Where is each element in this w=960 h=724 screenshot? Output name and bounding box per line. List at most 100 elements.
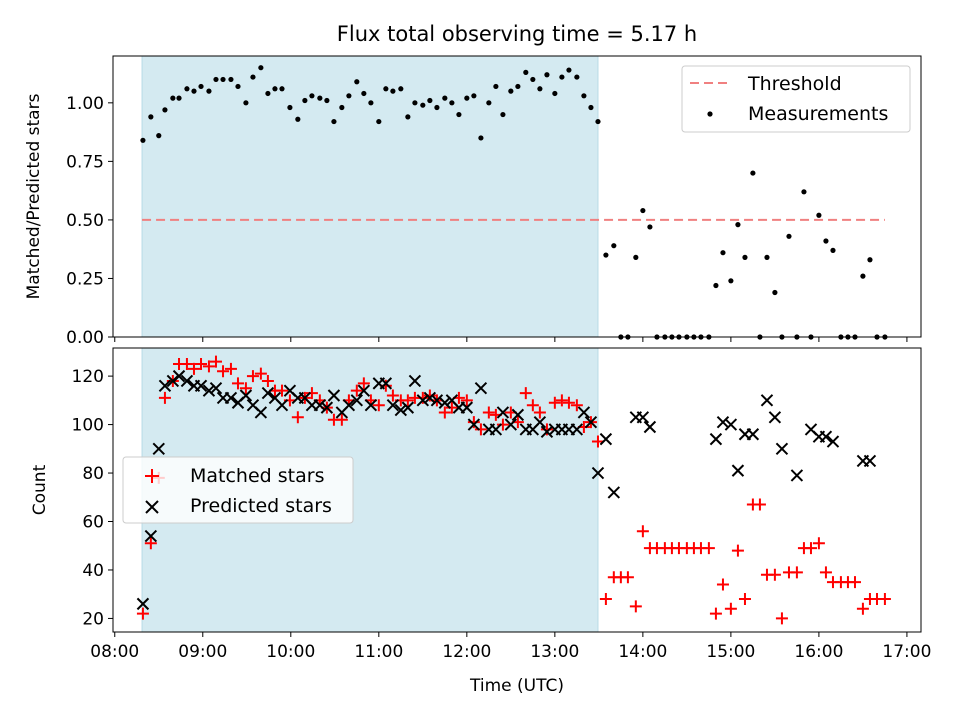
measurement-point (243, 100, 249, 106)
matched-star-point (438, 406, 451, 419)
matched-star-point (423, 389, 436, 402)
measurement-point (611, 243, 617, 249)
measurement-point (860, 273, 866, 279)
measurement-point (279, 86, 285, 92)
predicted-star-point (364, 398, 378, 412)
measurement-point (250, 74, 256, 80)
matched-star-point (372, 399, 385, 412)
matched-star-point (804, 542, 817, 555)
legend-predicted-swatch (145, 500, 159, 514)
measurement-point (383, 86, 389, 92)
matched-star-point (738, 593, 751, 606)
legend-predicted-label: Predicted stars (190, 495, 332, 517)
matched-star-point (819, 566, 832, 579)
matched-star-point (209, 355, 222, 368)
predicted-star-point (144, 529, 158, 543)
predicted-star-point (180, 374, 194, 388)
measurement-point (449, 100, 455, 106)
x-tick-label: 12:00 (442, 642, 491, 662)
ratio-legend: Threshold Measurements (681, 65, 911, 133)
ratio-y-axis-label: Matched/Predicted stars (24, 93, 44, 299)
measurement-point (633, 254, 639, 260)
measurement-point (442, 95, 448, 101)
measurement-point (456, 111, 462, 118)
predicted-star-point (136, 597, 150, 611)
predicted-star-point (716, 415, 730, 429)
predicted-star-point (423, 391, 437, 405)
predicted-star-point (533, 415, 547, 429)
x-tick-label: 16:00 (794, 642, 843, 662)
measurement-point (170, 95, 176, 101)
matched-star-point (335, 413, 348, 426)
predicted-star-point (577, 406, 591, 419)
matched-star-point (202, 360, 215, 373)
predicted-star-point (394, 403, 408, 417)
legend-measurements-label: Measurements (748, 103, 888, 125)
predicted-star-point (379, 377, 393, 390)
legend-matched-swatch (145, 469, 159, 483)
legend-box (681, 65, 911, 133)
predicted-star-point (158, 379, 172, 393)
predicted-star-point (643, 420, 657, 434)
predicted-star-point (460, 401, 474, 414)
measurement-point (559, 74, 565, 80)
measurement-point (515, 83, 521, 90)
matched-star-point (239, 382, 252, 395)
matched-star-point (445, 401, 458, 414)
measurement-point (640, 207, 646, 214)
matched-star-point (562, 396, 575, 409)
matched-star-point (460, 394, 473, 407)
predicted-star-point (224, 391, 238, 405)
measurement-point (140, 137, 146, 143)
measurement-point (764, 254, 770, 260)
measurement-point (786, 233, 792, 239)
predicted-star-point (636, 411, 650, 424)
x-tick-label: 17:00 (882, 642, 931, 662)
measurement-point (493, 83, 499, 90)
y-tick-label: 80 (82, 464, 104, 484)
matched-star-point (416, 391, 429, 404)
predicted-star-point (327, 389, 341, 402)
measurement-point (772, 289, 778, 296)
measurement-point (176, 95, 182, 101)
predicted-star-point (826, 435, 840, 448)
measurement-point (713, 282, 719, 289)
measurement-point (867, 257, 873, 263)
measurement-point (588, 104, 594, 111)
measurement-point (302, 97, 308, 104)
predicted-star-point (496, 406, 510, 419)
matched-star-point (555, 394, 568, 407)
predicted-star-point (584, 415, 598, 429)
ratio-panel-frame (112, 55, 922, 338)
matched-star-point (599, 593, 612, 606)
observing-span-shade (141, 55, 599, 338)
measurement-point (581, 93, 587, 99)
matched-star-point (621, 571, 634, 584)
matched-star-point (158, 391, 171, 404)
matched-star-point (636, 525, 649, 538)
measurement-point (390, 88, 396, 94)
predicted-star-point (408, 374, 422, 388)
measurement-point (735, 222, 741, 228)
measurement-point (228, 76, 234, 83)
measurement-point (295, 116, 301, 122)
ratio-panel: 0.00 0.25 0.50 0.75 1.00 Matched/Predicted s… (24, 55, 922, 348)
y-tick-label: 100 (72, 416, 104, 436)
x-axis-label: Time (UTC) (469, 676, 564, 696)
y-tick-label: 60 (82, 513, 104, 533)
matched-star-point (629, 600, 642, 613)
matched-star-point (217, 365, 230, 378)
predicted-star-point (790, 469, 804, 482)
y-tick-label: 1.00 (66, 94, 104, 114)
x-tick-label: 09:00 (178, 642, 227, 662)
measurement-point (566, 67, 572, 73)
matched-star-point (305, 387, 318, 400)
predicted-star-point (172, 369, 186, 383)
measurement-point (339, 104, 345, 111)
predicted-star-point (760, 394, 774, 407)
predicted-star-point (746, 428, 760, 441)
ratio-y-ticks: 0.00 0.25 0.50 0.75 1.00 (66, 94, 113, 348)
measurement-point (823, 238, 829, 244)
ratio-x-ticks (114, 337, 908, 342)
